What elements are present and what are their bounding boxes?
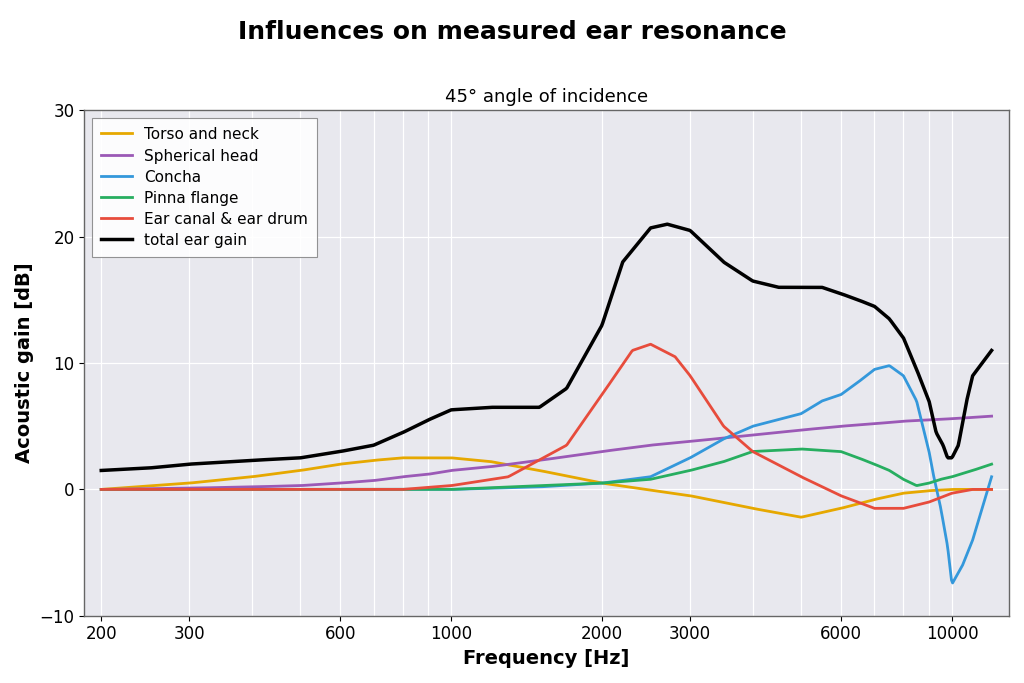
Ear canal & ear drum: [95, 486, 108, 494]
Concha: [770, 416, 782, 424]
Pinna flange: [863, 458, 876, 466]
Torso and neck: [985, 486, 997, 494]
Ear canal & ear drum: [636, 343, 648, 351]
Torso and neck: [664, 488, 676, 497]
Pinna flange: [985, 460, 997, 469]
Concha: [663, 464, 675, 473]
Spherical head: [862, 420, 874, 428]
total ear gain: [985, 346, 997, 354]
Pinna flange: [95, 486, 108, 494]
Ear canal & ear drum: [868, 504, 881, 512]
total ear gain: [636, 235, 648, 243]
Concha: [95, 486, 108, 494]
Ear canal & ear drum: [863, 502, 876, 510]
total ear gain: [662, 220, 674, 228]
Torso and neck: [864, 497, 877, 505]
Spherical head: [150, 484, 162, 492]
Text: Influences on measured ear resonance: Influences on measured ear resonance: [238, 20, 786, 44]
Concha: [150, 486, 162, 494]
total ear gain: [612, 271, 625, 279]
Spherical head: [95, 486, 108, 494]
Line: Torso and neck: Torso and neck: [101, 458, 991, 517]
Pinna flange: [663, 471, 675, 479]
Spherical head: [636, 443, 648, 451]
Concha: [985, 473, 997, 481]
Ear canal & ear drum: [150, 486, 162, 494]
Spherical head: [985, 412, 997, 420]
Pinna flange: [636, 476, 648, 484]
Torso and neck: [397, 454, 410, 462]
Concha: [636, 474, 648, 482]
Torso and neck: [95, 486, 108, 494]
Y-axis label: Acoustic gain [dB]: Acoustic gain [dB]: [15, 263, 34, 463]
Line: Spherical head: Spherical head: [101, 416, 991, 490]
total ear gain: [863, 300, 876, 308]
X-axis label: Frequency [Hz]: Frequency [Hz]: [464, 649, 630, 668]
Torso and neck: [795, 513, 807, 521]
Pinna flange: [150, 486, 162, 494]
Line: Concha: Concha: [101, 365, 991, 583]
Spherical head: [612, 445, 625, 454]
total ear gain: [771, 283, 783, 291]
Spherical head: [663, 439, 675, 447]
Ear canal & ear drum: [644, 340, 656, 348]
Torso and neck: [637, 485, 649, 493]
Line: Pinna flange: Pinna flange: [101, 449, 991, 490]
total ear gain: [95, 466, 108, 475]
Ear canal & ear drum: [985, 486, 997, 494]
Legend: Torso and neck, Spherical head, Concha, Pinna flange, Ear canal & ear drum, tota: Torso and neck, Spherical head, Concha, …: [92, 118, 316, 257]
Pinna flange: [612, 477, 625, 486]
Pinna flange: [795, 445, 807, 453]
Ear canal & ear drum: [664, 350, 676, 358]
Torso and neck: [771, 509, 783, 517]
total ear gain: [664, 221, 676, 229]
Torso and neck: [613, 482, 626, 490]
Concha: [862, 370, 874, 378]
Concha: [883, 361, 895, 370]
Concha: [946, 579, 958, 587]
Torso and neck: [150, 482, 162, 490]
Ear canal & ear drum: [771, 460, 783, 469]
Line: Ear canal & ear drum: Ear canal & ear drum: [101, 344, 991, 508]
total ear gain: [150, 463, 162, 471]
Ear canal & ear drum: [612, 367, 625, 375]
Concha: [612, 477, 625, 485]
Title: 45° angle of incidence: 45° angle of incidence: [445, 88, 648, 106]
Pinna flange: [770, 446, 782, 454]
Line: total ear gain: total ear gain: [101, 224, 991, 471]
Spherical head: [770, 428, 782, 436]
